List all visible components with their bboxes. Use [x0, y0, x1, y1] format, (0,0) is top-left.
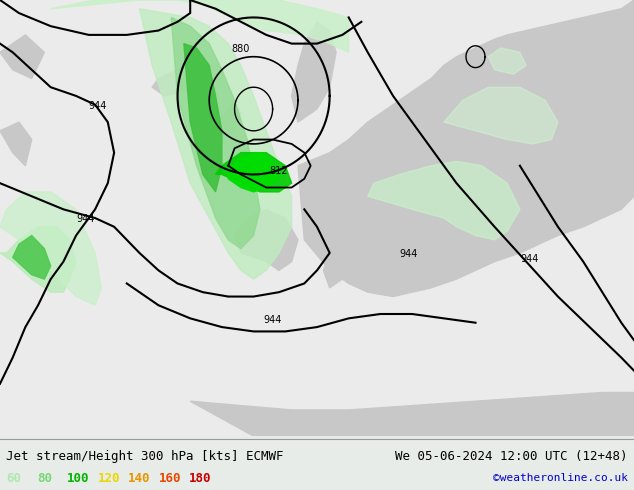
- Polygon shape: [235, 209, 298, 270]
- Polygon shape: [0, 35, 44, 78]
- Polygon shape: [139, 9, 292, 279]
- Text: Jet stream/Height 300 hPa [kts] ECMWF: Jet stream/Height 300 hPa [kts] ECMWF: [6, 450, 284, 463]
- Text: 880: 880: [232, 44, 250, 54]
- Text: 80: 80: [37, 472, 52, 485]
- Polygon shape: [0, 192, 101, 305]
- Text: 160: 160: [158, 472, 181, 485]
- Polygon shape: [51, 0, 349, 52]
- Text: 140: 140: [128, 472, 150, 485]
- Polygon shape: [0, 227, 76, 292]
- Polygon shape: [152, 70, 190, 96]
- Text: 944: 944: [76, 215, 94, 224]
- Text: 944: 944: [399, 249, 418, 259]
- Polygon shape: [184, 44, 222, 192]
- Polygon shape: [171, 18, 260, 248]
- Text: 100: 100: [67, 472, 89, 485]
- Text: 944: 944: [264, 315, 281, 325]
- Polygon shape: [323, 244, 349, 288]
- Polygon shape: [209, 100, 241, 140]
- Polygon shape: [228, 153, 279, 192]
- Polygon shape: [368, 161, 520, 240]
- Polygon shape: [488, 48, 526, 74]
- Text: ©weatheronline.co.uk: ©weatheronline.co.uk: [493, 473, 628, 483]
- Text: We 05-06-2024 12:00 UTC (12+48): We 05-06-2024 12:00 UTC (12+48): [395, 450, 628, 463]
- Polygon shape: [298, 0, 634, 296]
- Polygon shape: [292, 22, 336, 122]
- Text: 944: 944: [520, 254, 538, 264]
- Polygon shape: [13, 236, 51, 279]
- Text: 180: 180: [189, 472, 211, 485]
- Text: 60: 60: [6, 472, 22, 485]
- Polygon shape: [444, 87, 558, 144]
- Polygon shape: [190, 392, 634, 436]
- Text: 120: 120: [98, 472, 120, 485]
- Polygon shape: [0, 122, 32, 166]
- Text: 944: 944: [89, 101, 107, 111]
- Polygon shape: [216, 153, 292, 192]
- Text: 812: 812: [269, 167, 288, 176]
